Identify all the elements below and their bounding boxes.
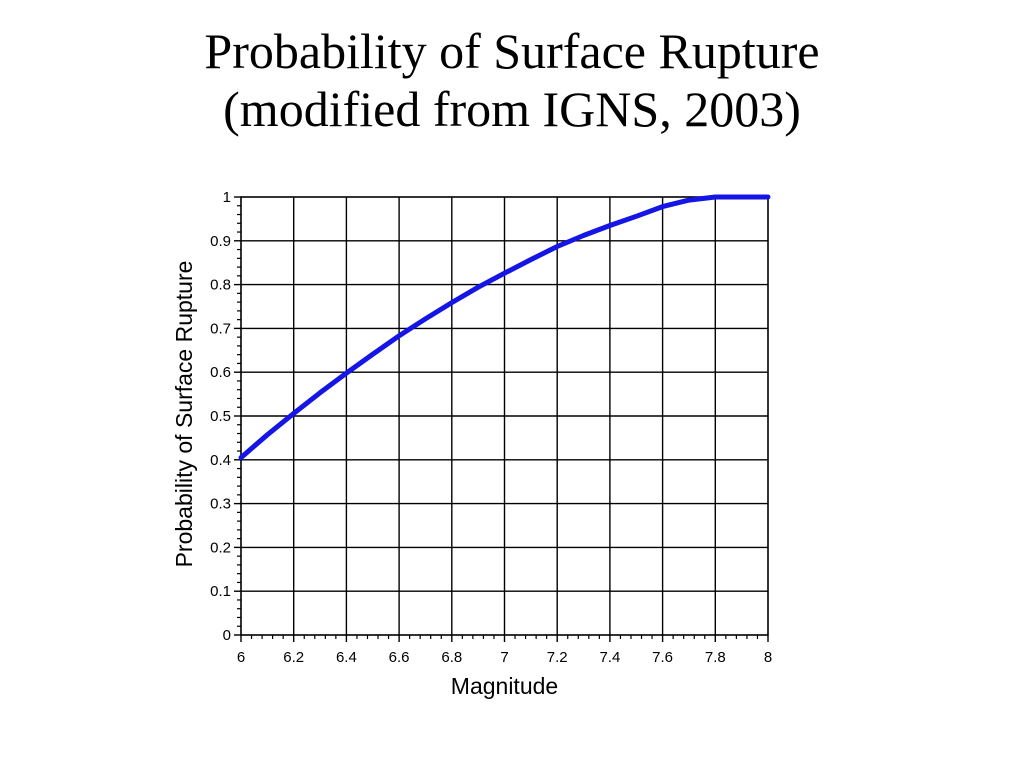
x-tick-label: 7.6 <box>652 649 673 666</box>
slide-title: Probability of Surface Rupture (modified… <box>0 22 1024 138</box>
x-tick-label: 6.2 <box>283 649 304 666</box>
y-tick-label: 0.5 <box>210 408 231 425</box>
y-tick-label: 0.4 <box>210 452 231 469</box>
y-tick-label: 0.3 <box>210 496 231 513</box>
y-tick-label: 0.1 <box>210 583 231 600</box>
series-line <box>238 194 771 461</box>
x-tick-label: 7.4 <box>599 649 620 666</box>
y-tick-label: 1 <box>223 189 231 206</box>
grid-layer <box>241 197 768 635</box>
x-tick-label: 7.8 <box>705 649 726 666</box>
y-tick-label: 0.2 <box>210 539 231 556</box>
x-tick-label: 6.8 <box>441 649 462 666</box>
y-tick-label: 0.7 <box>210 320 231 337</box>
label-layer: 6 6.2 6.4 6.6 6.8 7 7.2 7.4 7.6 7.8 8 0 0.1 0.2 0.3 0.4… <box>210 189 772 666</box>
x-axis-title: Magnitude <box>451 673 558 699</box>
tick-layer <box>234 196 769 642</box>
y-axis-title: Probability of Surface Rupture <box>171 261 197 568</box>
y-tick-label: 0.9 <box>210 233 231 250</box>
y-tick-label: 0.6 <box>210 364 231 381</box>
x-tick-label: 6.4 <box>336 649 357 666</box>
slide-title-line-2: (modified from IGNS, 2003) <box>223 81 801 137</box>
y-tick-label: 0.8 <box>210 277 231 294</box>
x-tick-label: 8 <box>764 649 772 666</box>
x-tick-label: 7.2 <box>547 649 568 666</box>
slide-title-line-1: Probability of Surface Rupture <box>204 23 820 79</box>
x-tick-label: 6 <box>237 649 245 666</box>
x-tick-label: 6.6 <box>389 649 410 666</box>
y-tick-label: 0 <box>223 627 231 644</box>
x-tick-label: 7 <box>500 649 508 666</box>
